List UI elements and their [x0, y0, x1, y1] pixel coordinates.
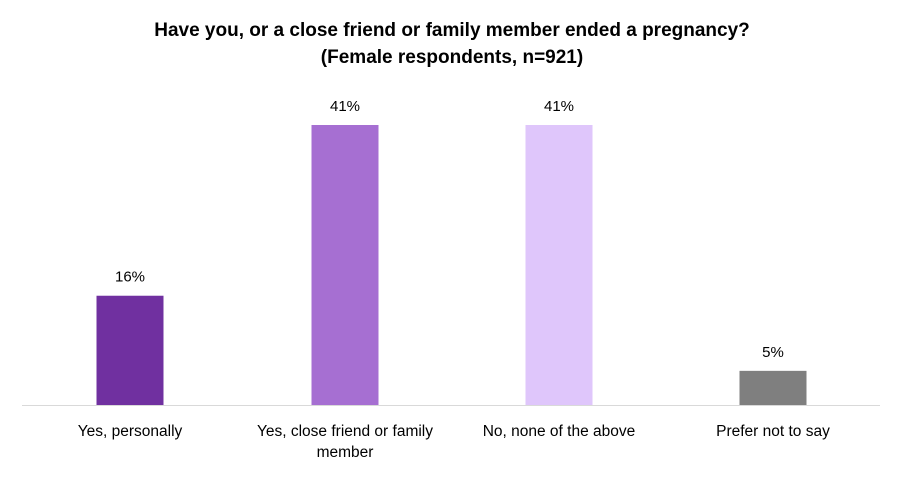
value-label-2: 41%: [330, 98, 360, 115]
category-label-1: Yes, personally: [77, 423, 183, 440]
value-label-1: 16%: [115, 269, 145, 286]
bar-4: [739, 370, 807, 405]
bar-1: [96, 295, 164, 405]
category-label-4: Prefer not to say: [716, 423, 830, 440]
value-label-3: 41%: [544, 98, 574, 115]
value-label-4: 5%: [762, 344, 784, 361]
chart-title-block: Have you, or a close friend or family me…: [0, 17, 904, 71]
chart-subtitle: (Female respondents, n=921): [320, 47, 584, 68]
chart-title: Have you, or a close friend or family me…: [154, 20, 750, 41]
bar-2: [311, 125, 379, 405]
bar-3: [525, 125, 593, 405]
category-label-2: Yes, close friend or family member: [256, 423, 434, 461]
category-label-3: No, none of the above: [482, 423, 636, 440]
